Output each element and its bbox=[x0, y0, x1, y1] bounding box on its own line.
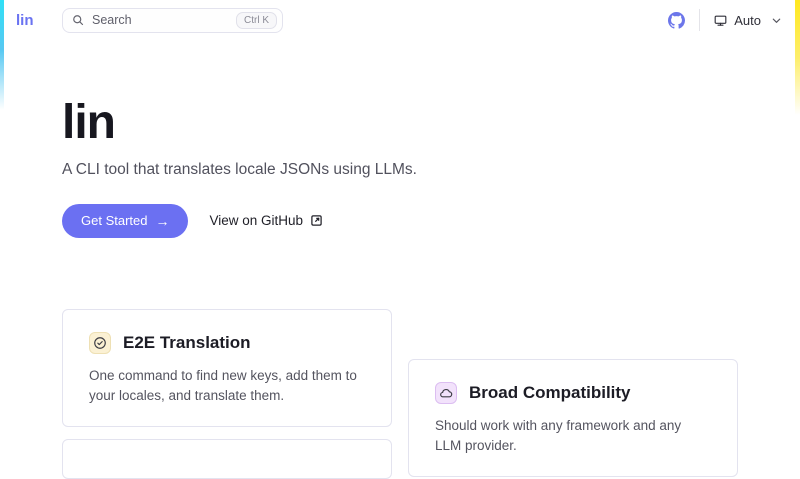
github-icon[interactable] bbox=[668, 11, 686, 29]
feature-card-broad-compatibility: Broad Compatibility Should work with any… bbox=[408, 358, 738, 477]
navbar: lin Ctrl K Auto bbox=[0, 0, 800, 40]
site-logo[interactable]: lin bbox=[16, 11, 34, 29]
features-column-right: Broad Compatibility Should work with any… bbox=[408, 358, 738, 477]
nav-divider bbox=[699, 9, 701, 31]
page-title: lin bbox=[62, 96, 116, 149]
theme-switcher[interactable]: Auto bbox=[713, 13, 761, 28]
search-input[interactable] bbox=[90, 12, 230, 28]
main-content: lin A CLI tool that translates locale JS… bbox=[62, 96, 738, 479]
check-circle-icon bbox=[89, 331, 111, 354]
view-on-github-label: View on GitHub bbox=[209, 213, 304, 229]
feature-card-e2e-translation: E2E Translation One command to find new … bbox=[62, 308, 392, 427]
external-link-icon bbox=[311, 215, 322, 227]
arrow-right-icon: → bbox=[155, 212, 170, 229]
theme-label: Auto bbox=[734, 12, 761, 28]
feature-description: Should work with any framework and any L… bbox=[435, 417, 682, 453]
feature-title: E2E Translation bbox=[123, 332, 251, 352]
search-icon bbox=[73, 15, 84, 26]
search-box[interactable]: Ctrl K bbox=[62, 7, 283, 33]
feature-description: One command to find new keys, add them t… bbox=[89, 367, 357, 403]
feature-title: Broad Compatibility bbox=[469, 382, 631, 402]
search-shortcut-badge: Ctrl K bbox=[236, 11, 277, 29]
get-started-label: Get Started bbox=[81, 213, 148, 229]
hero-actions: Get Started → View on GitHub bbox=[62, 203, 738, 238]
edge-glow-left bbox=[0, 0, 4, 110]
features-column-left: E2E Translation One command to find new … bbox=[62, 308, 392, 479]
view-on-github-link[interactable]: View on GitHub bbox=[209, 213, 323, 228]
get-started-button[interactable]: Get Started → bbox=[62, 203, 189, 238]
hero-tagline: A CLI tool that translates locale JSONs … bbox=[62, 160, 417, 178]
monitor-icon bbox=[714, 15, 727, 26]
edge-glow-right bbox=[795, 0, 800, 115]
navbar-right: Auto bbox=[668, 9, 782, 31]
features-grid: E2E Translation One command to find new … bbox=[62, 308, 738, 479]
feature-card-partial bbox=[62, 438, 392, 479]
chevron-down-icon[interactable] bbox=[771, 15, 782, 26]
cloud-icon bbox=[435, 381, 457, 404]
